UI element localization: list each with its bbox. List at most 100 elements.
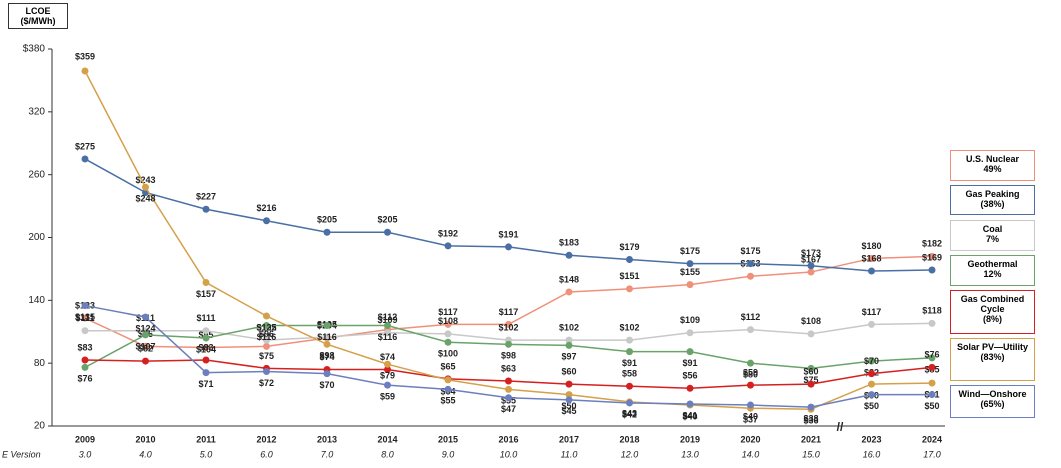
data-point (505, 340, 512, 348)
x-tick-label: 2016 (498, 434, 518, 444)
x-tick-label: 2021 (801, 434, 821, 444)
data-label: $102 (619, 323, 639, 333)
data-point (565, 391, 573, 399)
legend-note: 49% (983, 164, 1002, 174)
legend-note: (65%) (980, 399, 1005, 409)
version-tick-label: 5.0 (200, 449, 213, 459)
x-tick-label: 2009 (75, 434, 95, 444)
data-label: $118 (922, 306, 942, 316)
data-point (807, 262, 815, 270)
data-point (626, 348, 633, 356)
data-label: $112 (741, 312, 761, 322)
data-point (626, 255, 633, 263)
data-point (263, 342, 270, 350)
data-point (202, 343, 210, 351)
data-point (384, 228, 391, 236)
legend-entry: Wind—Onshore (65%) (950, 385, 1035, 418)
data-label: $168 (861, 253, 881, 263)
data-label: $36 (803, 416, 818, 426)
data-label: $182 (922, 239, 942, 249)
data-point (626, 399, 633, 407)
data-label: $117 (499, 307, 519, 317)
data-point (626, 336, 633, 344)
version-tick-label: 15.0 (802, 449, 820, 459)
data-label: $76 (77, 374, 92, 384)
legend-name: Gas Combined Cycle (960, 294, 1025, 314)
data-label: $117 (862, 307, 882, 317)
data-point (384, 321, 391, 329)
data-point (565, 380, 573, 388)
data-point (928, 252, 936, 260)
y-axis-title: LCOE ($/MWh) (8, 3, 68, 29)
data-label: $116 (317, 332, 337, 342)
y-tick-label: 80 (34, 358, 46, 369)
data-point (928, 319, 936, 327)
version-tick-label: 3.0 (79, 449, 92, 459)
data-point (444, 330, 452, 338)
data-label: $63 (501, 363, 516, 373)
data-point (928, 379, 936, 387)
data-label: $108 (438, 316, 458, 326)
data-label: $192 (438, 228, 458, 238)
data-label: $60 (561, 366, 576, 376)
y-tick-label: 320 (28, 106, 45, 117)
data-label: $124 (135, 323, 155, 333)
data-point (323, 228, 331, 236)
data-label: $243 (135, 175, 155, 185)
legend-name: Gas Peaking (965, 189, 1020, 199)
data-point (444, 376, 452, 384)
version-tick-label: 9.0 (442, 449, 455, 459)
data-point (81, 155, 89, 163)
axis-break: // (837, 420, 844, 434)
data-label: $175 (680, 246, 700, 256)
data-label: $41 (682, 410, 697, 420)
data-label: $60 (803, 366, 818, 376)
data-label: $116 (257, 332, 277, 342)
version-tick-label: 13.0 (681, 449, 699, 459)
data-point (202, 356, 210, 364)
data-label: $58 (622, 369, 637, 379)
data-point (81, 327, 89, 335)
data-point (323, 333, 331, 341)
data-label: $50 (864, 401, 879, 411)
data-label: $205 (377, 215, 397, 225)
y-tick-label: 200 (28, 232, 45, 243)
data-point (202, 334, 210, 342)
data-label: $111 (75, 313, 94, 323)
data-label: $91 (622, 358, 637, 368)
x-tick-label: 2024 (922, 434, 942, 444)
x-tick-label: 2014 (377, 434, 397, 444)
data-point (807, 380, 815, 388)
data-point (263, 217, 270, 225)
data-point (565, 251, 573, 259)
data-label: $100 (438, 349, 458, 359)
data-label: $91 (682, 358, 697, 368)
data-label: $109 (377, 315, 397, 325)
data-label: $59 (380, 392, 395, 402)
data-label: $169 (922, 252, 942, 262)
data-label: $70 (864, 356, 879, 366)
data-point (868, 267, 875, 275)
x-tick-label: 2020 (740, 434, 760, 444)
data-label: $40 (743, 411, 758, 421)
data-point (686, 329, 694, 337)
data-label: $108 (801, 316, 821, 326)
version-tick-label: 16.0 (863, 449, 881, 459)
data-point (384, 381, 391, 389)
data-label: $45 (561, 406, 576, 416)
data-label: $173 (801, 248, 821, 258)
data-label: $167 (801, 254, 821, 264)
data-point (323, 321, 331, 329)
legend-note: 12% (983, 269, 1002, 279)
data-label: $107 (135, 341, 155, 351)
data-point (807, 403, 815, 411)
legend-entry: Gas Peaking (38%) (950, 185, 1035, 215)
data-label: $74 (380, 352, 395, 362)
data-point (444, 385, 452, 393)
data-point (928, 363, 936, 371)
data-label: $70 (319, 380, 334, 390)
data-point (142, 342, 149, 350)
legend-entry: Solar PV—Utility (83%) (950, 338, 1035, 381)
data-point (747, 359, 754, 367)
